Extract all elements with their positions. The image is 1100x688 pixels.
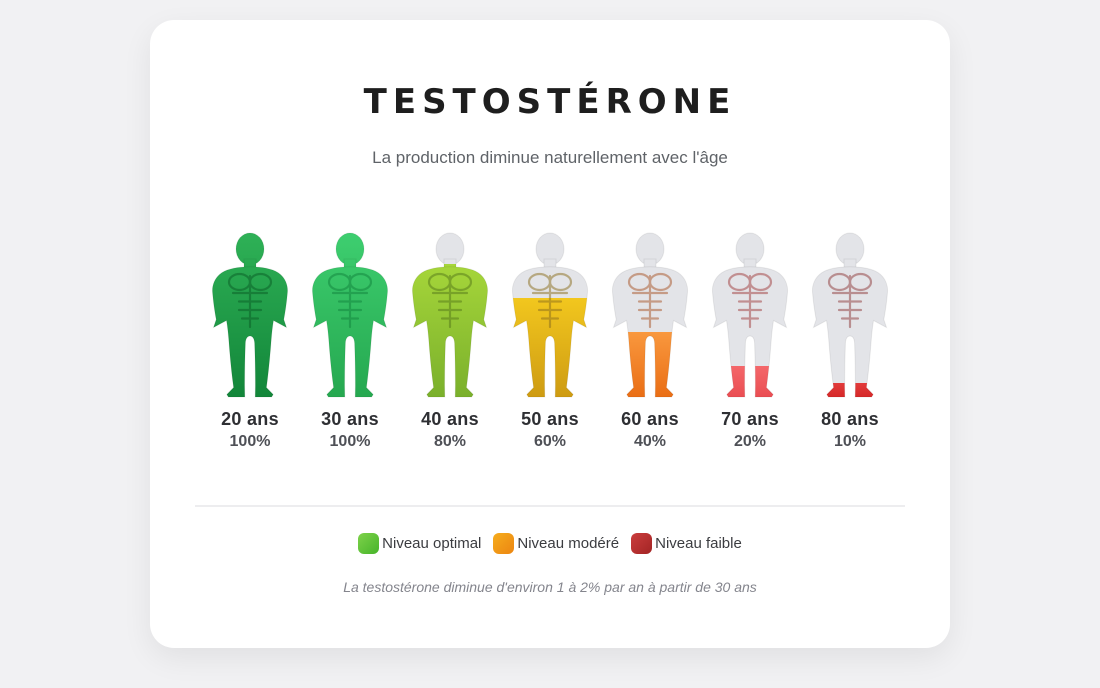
person-figure: [211, 232, 289, 398]
figure-40-ans: 40 ans 80%: [410, 230, 490, 451]
figure-percent-label: 100%: [329, 433, 371, 450]
legend-item: Niveau optimal: [358, 533, 481, 554]
figures-row: 20 ans 100% 30 ans 100% 40 ans 80% 50 ans 60% 60…: [150, 230, 950, 451]
person-figure: [711, 232, 789, 398]
legend-label: Niveau faible: [655, 535, 742, 552]
figure-age-label: 30 ans: [321, 409, 379, 429]
person-figure: [611, 232, 689, 398]
footer-note: La testostérone diminue d'environ 1 à 2%…: [343, 579, 757, 595]
figure-percent-label: 80%: [433, 433, 467, 450]
figure-percent-label: 20%: [733, 433, 767, 450]
legend-swatch-icon: [493, 533, 515, 554]
legend: Niveau optimal Niveau modéré Niveau faible: [150, 533, 950, 554]
legend-label: Niveau modéré: [517, 535, 620, 552]
figure-80-ans: 80 ans 10%: [810, 230, 890, 451]
legend-label: Niveau optimal: [382, 535, 482, 552]
person-figure: [311, 232, 389, 398]
figure-age-label: 20 ans: [221, 409, 279, 429]
figure-30-ans: 30 ans 100%: [310, 230, 390, 451]
figure-age-label: 40 ans: [421, 409, 479, 429]
legend-swatch-icon: [358, 533, 380, 554]
figure-60-ans: 60 ans 40%: [610, 230, 690, 451]
page-title: TESTOSTÉRONE: [363, 82, 737, 122]
figure-50-ans: 50 ans 60%: [510, 230, 590, 451]
legend-swatch-icon: [631, 533, 653, 554]
figure-age-label: 70 ans: [721, 409, 779, 429]
figure-percent-label: 100%: [229, 433, 271, 450]
figure-age-label: 80 ans: [821, 409, 879, 429]
infographic-card: TESTOSTÉRONE La production diminue natur…: [150, 20, 950, 648]
figure-age-label: 50 ans: [521, 409, 579, 429]
person-figure: [511, 232, 589, 398]
figure-percent-label: 10%: [833, 433, 867, 450]
figure-age-label: 60 ans: [621, 409, 679, 429]
figure-20-ans: 20 ans 100%: [210, 230, 290, 451]
figure-percent-label: 40%: [633, 433, 667, 450]
figure-70-ans: 70 ans 20%: [710, 230, 790, 451]
page-subtitle: La production diminue naturellement avec…: [372, 148, 728, 167]
legend-item: Niveau faible: [631, 533, 742, 554]
legend-item: Niveau modéré: [493, 533, 619, 554]
divider: [195, 505, 905, 507]
person-figure: [411, 232, 489, 398]
figure-percent-label: 60%: [533, 433, 567, 450]
person-figure: [811, 232, 889, 398]
